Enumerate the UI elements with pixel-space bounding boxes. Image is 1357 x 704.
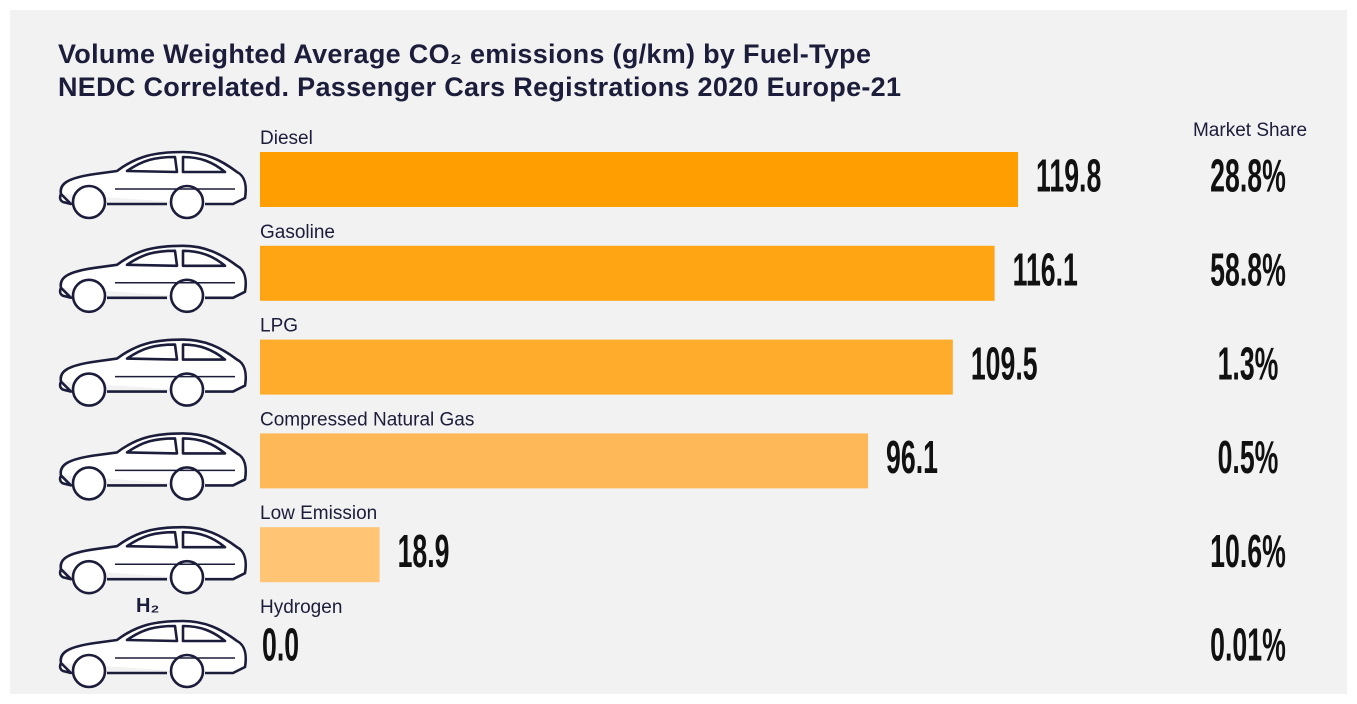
- category-label: Hydrogen: [260, 597, 342, 618]
- share-label: 0.01%: [1210, 619, 1286, 670]
- chart-subtitle: NEDC Correlated. Passenger Cars Registra…: [58, 72, 901, 102]
- value-label: 119.8: [1036, 150, 1101, 201]
- bar: [260, 340, 953, 395]
- share-label: 58.8%: [1210, 244, 1286, 295]
- category-label: Low Emission: [260, 503, 377, 524]
- value-label: 116.1: [1013, 244, 1078, 295]
- bar: [260, 433, 868, 488]
- chart-title: Volume Weighted Average CO₂ emissions (g…: [58, 39, 871, 69]
- share-label: 0.5%: [1218, 431, 1279, 482]
- value-label: 96.1: [886, 431, 938, 482]
- value-label: 0.0: [262, 619, 299, 670]
- icon-label: H₂: [136, 595, 159, 617]
- value-label: 18.9: [398, 525, 450, 576]
- column-header: Market Share: [1193, 120, 1307, 141]
- category-label: Diesel: [260, 128, 313, 149]
- chart: Volume Weighted Average CO₂ emissions (g…: [0, 0, 1357, 704]
- bar: [260, 246, 995, 301]
- share-label: 28.8%: [1210, 150, 1286, 201]
- category-label: Compressed Natural Gas: [260, 409, 474, 430]
- bar: [260, 527, 380, 582]
- category-label: Gasoline: [260, 222, 335, 243]
- bar: [260, 152, 1018, 207]
- category-label: LPG: [260, 316, 298, 337]
- share-label: 1.3%: [1218, 338, 1279, 389]
- value-label: 109.5: [971, 338, 1038, 389]
- share-label: 10.6%: [1210, 525, 1286, 576]
